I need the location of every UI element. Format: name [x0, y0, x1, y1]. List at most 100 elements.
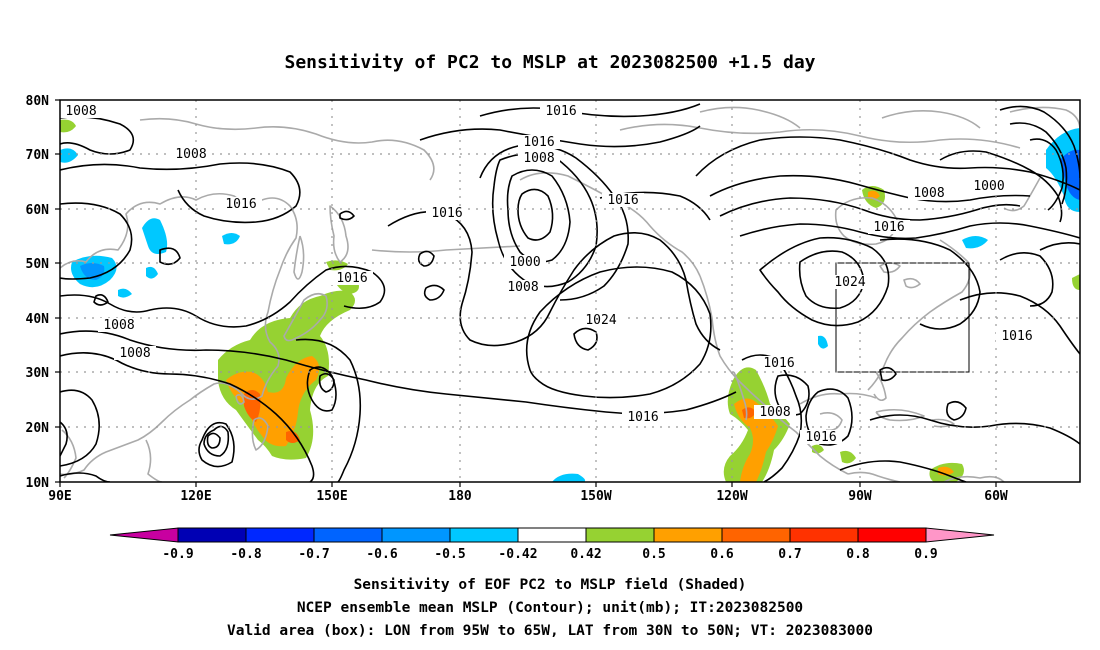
contour-label-text: 1024 — [585, 313, 616, 328]
contour-label: 1024 — [580, 313, 622, 328]
na-east-coast — [867, 239, 971, 391]
baja — [733, 371, 748, 421]
india-east — [61, 429, 77, 479]
colorbar-segment — [653, 527, 723, 543]
lat-label: 30N — [26, 366, 50, 381]
lon-label: 60W — [984, 489, 1008, 504]
contour-label: 1008 — [754, 405, 796, 420]
contour-label: 1000 — [968, 179, 1010, 194]
contour-label: 1024 — [829, 275, 871, 290]
contour-label-text: 1016 — [607, 193, 638, 208]
aleutians — [371, 245, 521, 253]
neg-area-labrador — [962, 236, 988, 249]
contour-label-text: 1016 — [627, 410, 658, 425]
contour-label: 1008 — [502, 280, 544, 295]
yucatan — [819, 412, 843, 432]
contour-label: 1008 — [518, 151, 560, 166]
lat-label: 40N — [26, 312, 50, 327]
colorbar-segment — [313, 527, 383, 543]
contour-label: 1000 — [504, 255, 546, 270]
philippines — [251, 417, 269, 451]
pos-area-far-nw — [60, 119, 76, 133]
caption-line-2: NCEP ensemble mean MSLP (Contour); unit(… — [297, 600, 803, 616]
map-frame — [59, 99, 1081, 483]
contour-label-text: 1016 — [805, 430, 836, 445]
colorbar-label: 0.8 — [846, 547, 870, 562]
contour-label-text: 1008 — [119, 346, 150, 361]
colorbar: -0.9 -0.8 -0.7 -0.6 -0.5 -0.42 0.42 0.5 0.6 0.7 0.… — [109, 527, 995, 562]
tick-marks — [55, 99, 997, 487]
neg-area-west-3 — [146, 266, 158, 279]
lat-label: 60N — [26, 203, 50, 218]
florida — [873, 371, 887, 402]
contour-label: 1016 — [622, 410, 664, 425]
contour-labels: 1008 1008 1016 1016 1008 1008 1016 1016 … — [60, 104, 1038, 445]
lon-label: 150W — [580, 489, 611, 504]
sakhalin — [293, 235, 305, 280]
pos-area-western-pacific-orange — [226, 356, 320, 447]
colorbar-under-triangle — [109, 527, 179, 543]
neg-area-west-5 — [118, 288, 132, 298]
arctic-islands — [699, 106, 981, 129]
hudson-bay — [834, 196, 899, 246]
greenland — [1003, 106, 1080, 212]
colorbar-segment — [789, 527, 859, 543]
colorbar-label: 0.6 — [710, 547, 734, 562]
lat-label: 70N — [26, 148, 50, 163]
contour-label: 1016 — [602, 193, 644, 208]
kamchatka — [329, 205, 349, 263]
contour-label-text: 1016 — [763, 356, 794, 371]
colorbar-segment — [721, 527, 791, 543]
contour-label: 1016 — [758, 356, 800, 371]
contour-label-text: 1016 — [523, 135, 554, 150]
pos-area-mexico-core — [742, 407, 756, 419]
contour-label: 1016 — [426, 206, 468, 221]
lon-label: 120W — [716, 489, 747, 504]
neg-area-pacific-coast — [818, 335, 828, 349]
lon-axis-labels: 90E 120E 150E 180 150W 120W 90W 60W — [48, 489, 1008, 504]
lat-label: 10N — [26, 476, 50, 491]
contour-label-text: 1000 — [973, 179, 1004, 194]
colorbar-label: -0.9 — [162, 547, 193, 562]
colorbar-label: 0.7 — [778, 547, 801, 562]
sensitivity-shading — [60, 119, 1080, 482]
contour-label-text: 1008 — [507, 280, 538, 295]
contour-label: 1016 — [331, 271, 373, 286]
colorbar-over-triangle — [925, 527, 995, 543]
lon-label: 120E — [180, 489, 211, 504]
lon-label: 180 — [448, 489, 472, 504]
contour-label-text: 1008 — [759, 405, 790, 420]
lat-axis-labels: 80N 70N 60N 50N 40N 30N 20N 10N — [26, 94, 50, 491]
contour-label-text: 1008 — [65, 104, 96, 119]
south-america — [943, 475, 1005, 482]
indochina — [145, 439, 163, 482]
contour-label: 1008 — [60, 104, 102, 119]
colorbar-label: -0.8 — [230, 547, 261, 562]
figure-title: Sensitivity of PC2 to MSLP at 2023082500… — [284, 52, 815, 73]
contour-label: 1016 — [868, 220, 910, 235]
contour-label-text: 1008 — [175, 147, 206, 162]
contour-label: 1008 — [908, 186, 950, 201]
colorbar-segment — [245, 527, 315, 543]
colorbar-label: 0.5 — [642, 547, 665, 562]
colorbar-label: -0.42 — [498, 547, 537, 562]
contour-label-text: 1016 — [873, 220, 904, 235]
colorbar-label: -0.6 — [366, 547, 397, 562]
colorbar-label: -0.5 — [434, 547, 465, 562]
contour-label-text: 1024 — [834, 275, 865, 290]
lat-label: 80N — [26, 94, 50, 109]
hispaniola — [931, 418, 955, 428]
neg-area-far-nw — [60, 148, 78, 163]
contour-label-text: 1008 — [523, 151, 554, 166]
colorbar-segment — [517, 527, 587, 543]
contour-label: 1016 — [220, 197, 262, 212]
contour-label-text: 1016 — [225, 197, 256, 212]
map-panel: 1008 1008 1016 1016 1008 1008 1016 1016 … — [26, 94, 1081, 504]
coastlines — [60, 106, 1080, 482]
contour-label: 1016 — [540, 104, 582, 119]
contour-label: 1016 — [800, 430, 842, 445]
contour-label-text: 1016 — [545, 104, 576, 119]
neg-area-central-south — [552, 473, 586, 482]
contour-label-text: 1008 — [913, 186, 944, 201]
caption-line-3: Valid area (box): LON from 95W to 65W, L… — [227, 623, 873, 639]
